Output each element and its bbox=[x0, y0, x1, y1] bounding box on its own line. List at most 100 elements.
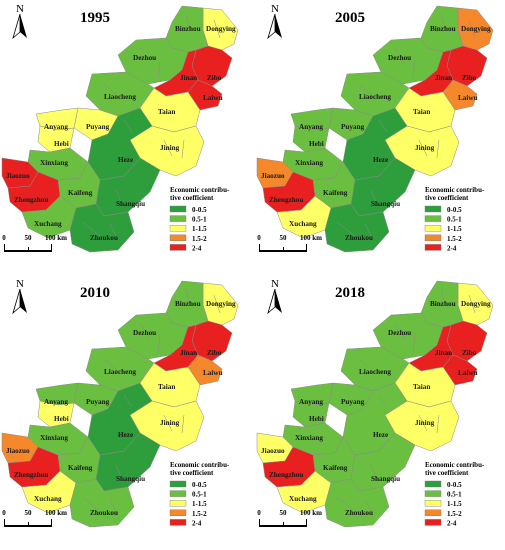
legend-swatch bbox=[169, 499, 187, 507]
city-label-jiaozuo: Jiaozuo bbox=[6, 447, 30, 455]
city-label-puyang: Puyang bbox=[341, 123, 365, 131]
city-label-dongying: Dongying bbox=[461, 25, 491, 33]
city-label-liaocheng: Liaocheng bbox=[359, 368, 391, 376]
legend-swatch bbox=[424, 490, 442, 497]
legend-title-line1: Economic contribu- bbox=[170, 186, 230, 194]
legend-title-line2: tive coefficient bbox=[425, 469, 469, 477]
north-label: N bbox=[271, 3, 279, 15]
city-label-jinan: Jinan bbox=[435, 74, 452, 82]
legend-label: 1-1.5 bbox=[447, 500, 462, 508]
city-label-zhoukou: Zhoukou bbox=[90, 234, 118, 242]
city-label-laiwu: Laiwu bbox=[458, 94, 478, 102]
legend-label: 0.5-1 bbox=[192, 216, 207, 224]
legend-label: 0-0.5 bbox=[192, 206, 207, 214]
legend-label: 1.5-2 bbox=[192, 510, 207, 518]
map-panel-2005: Binzhou Dongying Dezhou Jinan Zibo Laiwu… bbox=[256, 3, 494, 252]
scale-tick-label: 0 bbox=[257, 509, 261, 517]
legend-label: 0.5-1 bbox=[447, 491, 462, 499]
map-panel-2018: Binzhou Dongying Dezhou Jinan Zibo Laiwu… bbox=[256, 278, 494, 527]
city-label-zibo: Zibo bbox=[462, 349, 477, 357]
city-label-dongying: Dongying bbox=[461, 300, 491, 308]
city-label-zhoukou: Zhoukou bbox=[345, 234, 373, 242]
city-label-zhengzhou: Zhengzhou bbox=[269, 471, 303, 479]
city-label-zibo: Zibo bbox=[462, 74, 477, 82]
city-label-kaifeng: Kaifeng bbox=[68, 189, 93, 197]
city-label-dongying: Dongying bbox=[206, 300, 236, 308]
legend-swatch bbox=[169, 509, 187, 517]
legend-label: 1.5-2 bbox=[447, 510, 462, 518]
city-label-taian: Taian bbox=[158, 108, 175, 116]
scale-tick-label: 50 bbox=[280, 509, 288, 517]
scale-tick-label: 100 km bbox=[300, 234, 322, 242]
north-label: N bbox=[16, 278, 24, 290]
city-label-kaifeng: Kaifeng bbox=[323, 189, 348, 197]
city-label-dongying: Dongying bbox=[206, 25, 236, 33]
legend-label: 1-1.5 bbox=[192, 225, 207, 233]
city-label-jining: Jining bbox=[415, 144, 435, 152]
map-panel-1995: Binzhou Dongying Dezhou Jinan Zibo Laiwu… bbox=[1, 3, 239, 252]
scale-tick-label: 50 bbox=[25, 509, 33, 517]
city-label-shangqiu: Shangqiu bbox=[371, 200, 400, 208]
city-label-binzhou: Binzhou bbox=[175, 300, 201, 308]
legend-swatch bbox=[169, 519, 187, 526]
legend-label: 0-0.5 bbox=[447, 206, 462, 214]
city-label-dezhou: Dezhou bbox=[133, 54, 156, 62]
north-arrow-icon: N bbox=[267, 3, 282, 40]
city-label-xuchang: Xuchang bbox=[289, 495, 317, 503]
legend-swatch bbox=[169, 215, 187, 222]
map-panel-2010: Binzhou Dongying Dezhou Jinan Zibo Laiwu… bbox=[1, 278, 239, 527]
scale-tick-label: 0 bbox=[2, 234, 6, 242]
city-label-jiaozuo: Jiaozuo bbox=[6, 172, 30, 180]
city-label-zibo: Zibo bbox=[207, 74, 222, 82]
scale-tick-label: 50 bbox=[280, 234, 288, 242]
year-title: 1995 bbox=[80, 10, 110, 26]
city-label-shangqiu: Shangqiu bbox=[116, 200, 145, 208]
legend-swatch bbox=[169, 480, 187, 488]
city-label-liaocheng: Liaocheng bbox=[104, 93, 136, 101]
legend: Economic contribu- tive coefficient 0-0.… bbox=[169, 461, 230, 527]
city-label-kaifeng: Kaifeng bbox=[323, 464, 348, 472]
legend-title-line1: Economic contribu- bbox=[425, 461, 485, 469]
legend-swatch bbox=[424, 244, 442, 251]
county-boundaries bbox=[81, 288, 221, 516]
city-label-taian: Taian bbox=[413, 108, 430, 116]
county-boundaries bbox=[336, 13, 476, 241]
city-label-xinxiang: Xinxiang bbox=[40, 159, 68, 167]
city-label-anyang: Anyang bbox=[44, 123, 68, 131]
city-label-dezhou: Dezhou bbox=[388, 54, 411, 62]
city-label-zibo: Zibo bbox=[207, 349, 222, 357]
city-label-laiwu: Laiwu bbox=[458, 369, 478, 377]
legend-title-line1: Economic contribu- bbox=[425, 186, 485, 194]
legend-label: 1.5-2 bbox=[447, 235, 462, 243]
county-boundaries bbox=[81, 13, 221, 241]
legend-swatch bbox=[424, 234, 442, 242]
legend-label: 2-4 bbox=[447, 244, 457, 252]
legend-label: 0.5-1 bbox=[192, 491, 207, 499]
legend-swatch bbox=[424, 205, 442, 213]
legend: Economic contribu- tive coefficient 0-0.… bbox=[424, 186, 485, 252]
scale-bar: 0 50 100 km bbox=[2, 509, 67, 527]
scale-bar: 0 50 100 km bbox=[2, 234, 67, 252]
city-label-puyang: Puyang bbox=[86, 398, 110, 406]
legend-title-line2: tive coefficient bbox=[170, 469, 214, 477]
city-label-heze: Heze bbox=[118, 156, 133, 164]
legend-swatch bbox=[424, 519, 442, 526]
city-label-anyang: Anyang bbox=[44, 398, 68, 406]
city-label-hebi: Hebi bbox=[309, 415, 324, 423]
scale-tick-label: 50 bbox=[25, 234, 33, 242]
city-label-dezhou: Dezhou bbox=[388, 329, 411, 337]
city-label-hebi: Hebi bbox=[54, 415, 69, 423]
legend-swatch bbox=[169, 490, 187, 497]
city-label-dezhou: Dezhou bbox=[133, 329, 156, 337]
city-label-zhengzhou: Zhengzhou bbox=[14, 196, 48, 204]
city-label-xuchang: Xuchang bbox=[34, 495, 62, 503]
city-label-liaocheng: Liaocheng bbox=[359, 93, 391, 101]
city-label-xinxiang: Xinxiang bbox=[40, 434, 68, 442]
legend-swatch bbox=[424, 224, 442, 232]
north-arrow-icon: N bbox=[267, 278, 282, 315]
city-label-zhoukou: Zhoukou bbox=[90, 509, 118, 517]
legend-label: 2-4 bbox=[447, 519, 457, 527]
north-arrow-icon: N bbox=[12, 3, 27, 40]
city-label-jinan: Jinan bbox=[180, 349, 197, 357]
